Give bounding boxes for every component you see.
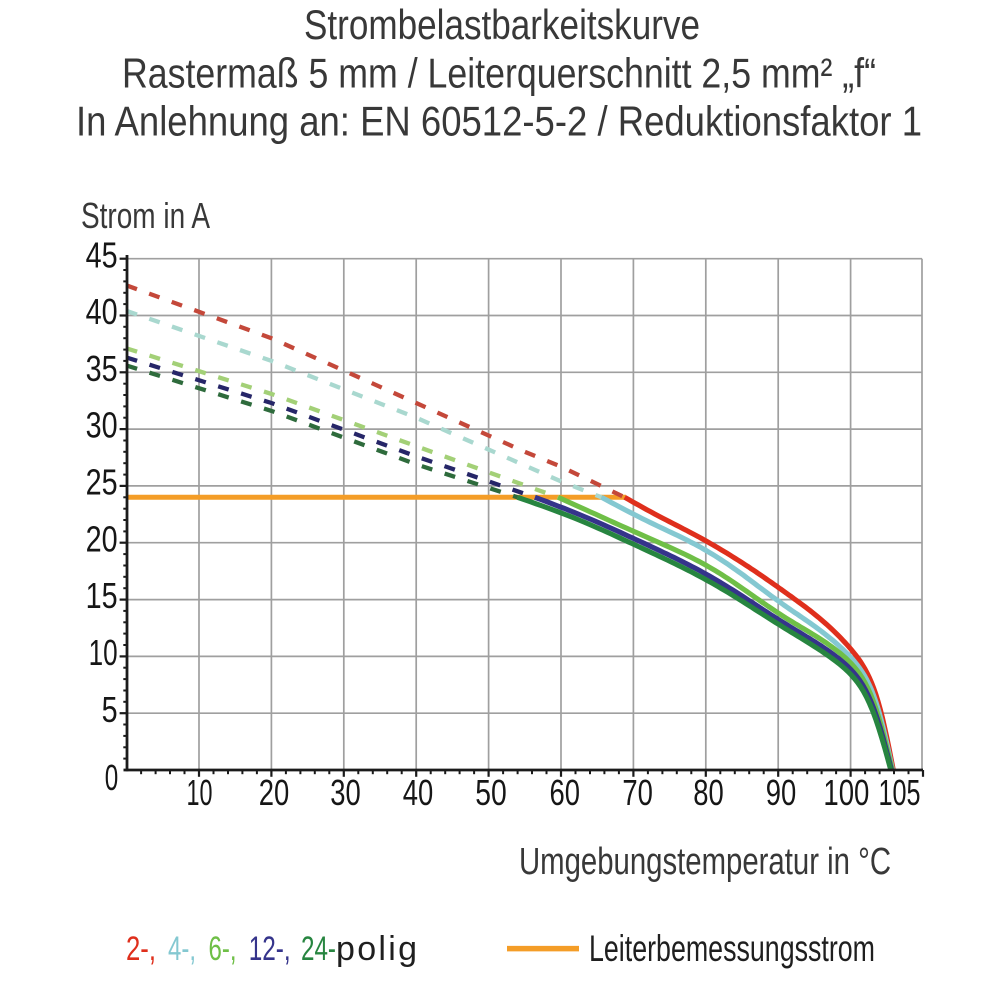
svg-text:60: 60 [550, 772, 581, 813]
svg-text:12-,: 12-, [249, 930, 291, 968]
svg-text:30: 30 [330, 772, 361, 813]
svg-text:35: 35 [86, 348, 118, 389]
svg-text:2-,: 2-, [126, 930, 156, 968]
svg-text:10: 10 [187, 772, 213, 813]
svg-text:5: 5 [102, 689, 118, 730]
svg-text:15: 15 [86, 575, 118, 616]
svg-text:Strom in A: Strom in A [81, 195, 210, 236]
svg-text:10: 10 [89, 632, 118, 673]
svg-text:Umgebungstemperatur in °C: Umgebungstemperatur in °C [519, 841, 891, 883]
svg-text:Leiterbemessungsstrom: Leiterbemessungsstrom [589, 928, 875, 969]
svg-text:50: 50 [475, 772, 507, 813]
svg-text:105: 105 [879, 772, 921, 813]
svg-text:4-,: 4-, [168, 930, 196, 968]
svg-text:In Anlehnung an: EN 60512-5-2: In Anlehnung an: EN 60512-5-2 / Reduktio… [76, 98, 922, 145]
svg-text:0: 0 [105, 757, 119, 798]
svg-text:20: 20 [259, 772, 290, 813]
svg-text:Strombelastbarkeitskurve: Strombelastbarkeitskurve [304, 1, 700, 48]
svg-text:90: 90 [766, 772, 797, 813]
svg-text:20: 20 [86, 518, 118, 559]
svg-text:45: 45 [86, 234, 118, 275]
svg-text:40: 40 [403, 772, 434, 813]
svg-text:40: 40 [86, 291, 118, 332]
svg-text:25: 25 [86, 462, 118, 503]
svg-text:6-,: 6-, [209, 930, 237, 968]
svg-text:100: 100 [823, 772, 869, 813]
svg-text:80: 80 [693, 772, 724, 813]
svg-text:70: 70 [622, 772, 653, 813]
svg-text:30: 30 [86, 405, 118, 446]
svg-text:Rastermaß 5 mm / Leiterquersch: Rastermaß 5 mm / Leiterquerschnitt 2,5 m… [122, 50, 876, 97]
svg-text:24-: 24- [301, 930, 336, 968]
